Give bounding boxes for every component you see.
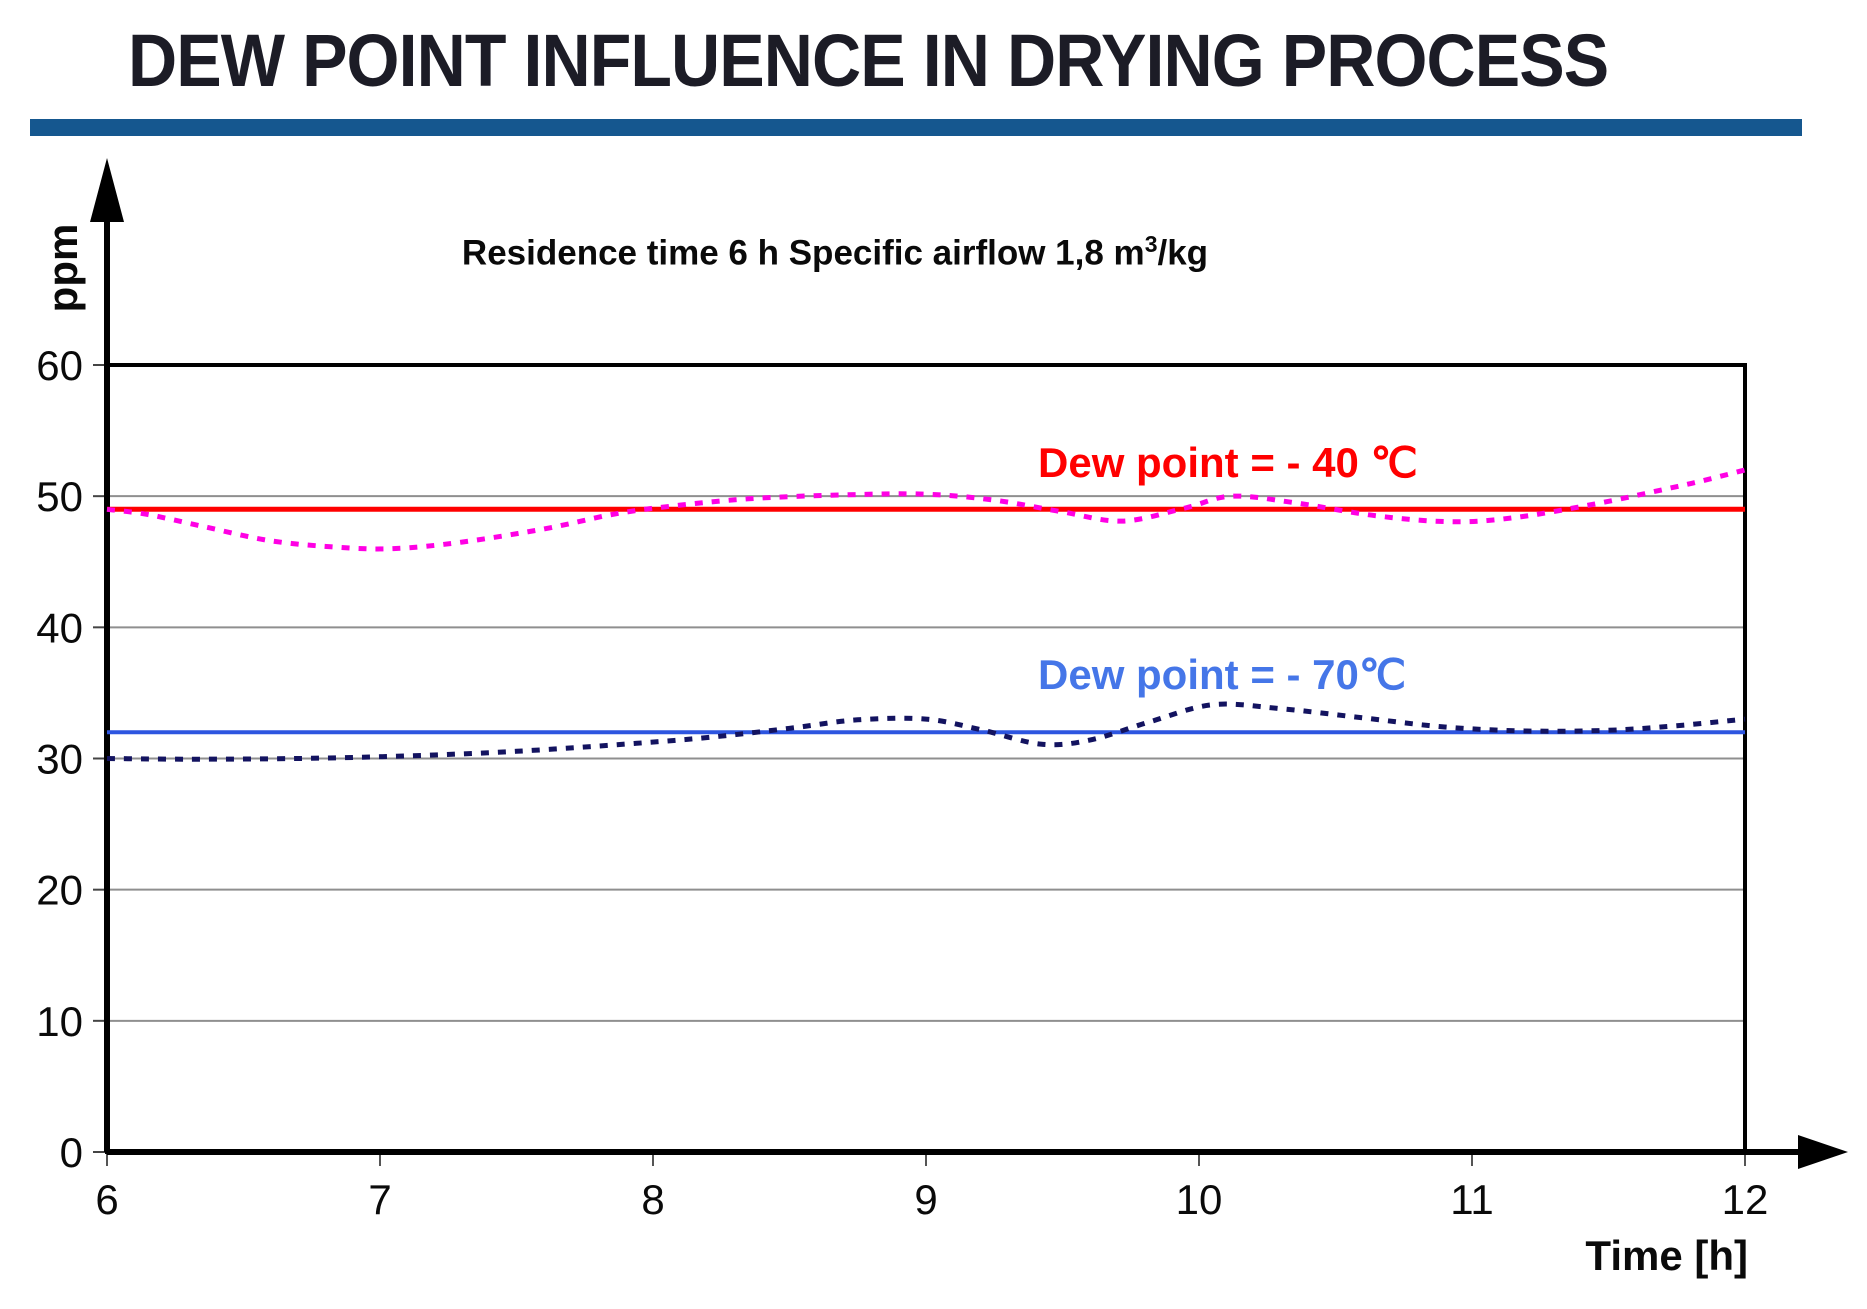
subtitle-superscript: 3 bbox=[1144, 231, 1158, 257]
x-tick-label-6: 6 bbox=[95, 1176, 118, 1223]
subtitle-unit: /kg bbox=[1157, 233, 1209, 273]
annotation-dew-point-minus-70: Dew point = - 70℃ bbox=[1038, 651, 1407, 698]
y-tick-label-60: 60 bbox=[36, 342, 83, 389]
y-tick-label-20: 20 bbox=[36, 867, 83, 914]
x-tick-label-7: 7 bbox=[368, 1176, 391, 1223]
y-axis-arrow bbox=[90, 158, 124, 222]
x-tick-label-12: 12 bbox=[1722, 1176, 1769, 1223]
y-tick-label-30: 30 bbox=[36, 736, 83, 783]
x-tick-label-9: 9 bbox=[914, 1176, 937, 1223]
y-tick-label-40: 40 bbox=[36, 604, 83, 651]
y-tick-label-50: 50 bbox=[36, 473, 83, 520]
x-tick-label-11: 11 bbox=[1450, 1176, 1494, 1223]
y-axis-label: ppm bbox=[39, 223, 86, 313]
x-tick-label-8: 8 bbox=[641, 1176, 664, 1223]
series-3-line bbox=[106, 701, 1746, 762]
page-title: DEW POINT INFLUENCE IN DRYING PROCESS bbox=[128, 19, 1609, 102]
x-axis-label: Time [h] bbox=[1585, 1232, 1748, 1279]
subtitle-text: Residence time 6 h Specific airflow 1,8 … bbox=[461, 233, 1145, 273]
y-tick-label-10: 10 bbox=[36, 998, 83, 1045]
x-tick-label-10: 10 bbox=[1176, 1176, 1223, 1223]
title-underline bbox=[30, 119, 1802, 136]
y-tick-label-0: 0 bbox=[60, 1129, 83, 1176]
chart-subtitle: Residence time 6 h Specific airflow 1,8 … bbox=[335, 231, 1335, 274]
x-axis-arrow bbox=[1798, 1135, 1848, 1169]
annotation-dew-point-minus-40: Dew point = - 40 ℃ bbox=[1038, 439, 1418, 486]
